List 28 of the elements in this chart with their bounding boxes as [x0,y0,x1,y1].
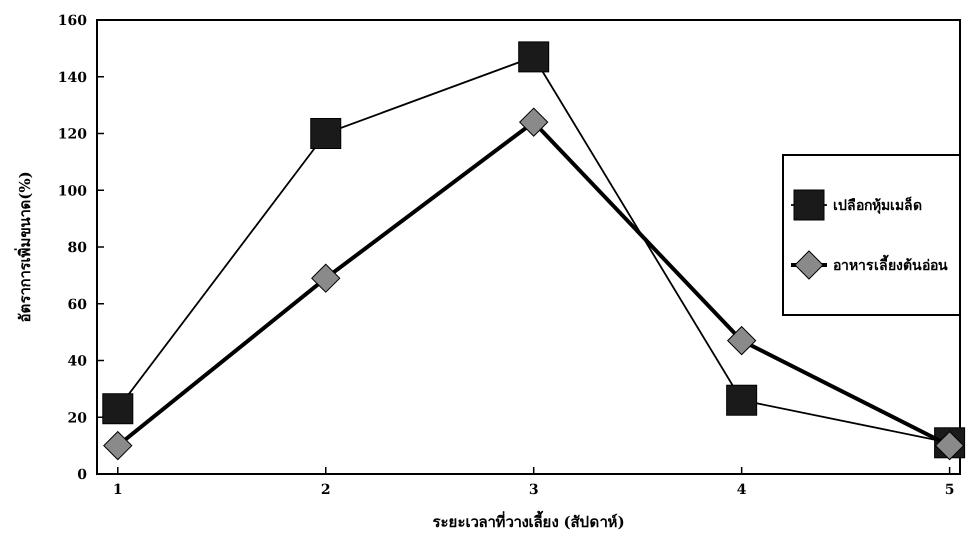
x-tick-label: 5 [944,482,954,498]
point [102,393,134,424]
legend-label: เปลือกหุ้มเมล็ด [833,196,922,214]
x-tick-label: 2 [320,482,331,498]
legend-item: อาหารเลี้ยงต้นอ่อน [791,250,948,280]
x-tick-label: 3 [528,482,539,498]
legend-label: อาหารเลี้ยงต้นอ่อน [833,254,948,274]
y-tick-label: 100 [58,183,88,200]
y-tick-label: 140 [58,70,88,86]
y-tick-label: 60 [68,296,88,313]
point [519,108,548,137]
point [727,326,756,356]
y-axis-title: อัตราการเพิ่มขนาด(%) [14,171,34,323]
y-tick-label: 160 [58,13,88,29]
point [518,41,550,72]
x-tick-label: 4 [736,482,747,498]
y-tick-label: 20 [68,410,88,426]
point [311,264,340,293]
y-tick-label: 120 [58,126,88,142]
point [103,431,132,460]
legend-item: เปลือกหุ้มเมล็ด [791,190,922,220]
y-tick-label: 0 [77,467,88,483]
point [726,384,758,416]
point [310,118,342,149]
x-tick-label: 1 [112,482,123,498]
y-tick-label: 80 [68,240,88,256]
x-axis-title: ระยะเวลาที่วางเลี้ยง (สัปดาห์) [432,510,625,531]
y-tick-label: 40 [68,354,88,370]
